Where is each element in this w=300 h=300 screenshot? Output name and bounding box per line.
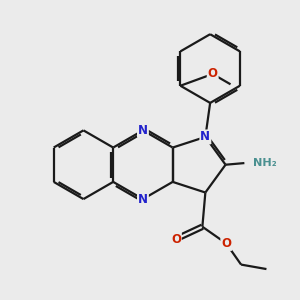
Text: NH₂: NH₂: [253, 158, 277, 168]
Text: O: O: [221, 237, 231, 250]
Text: O: O: [171, 232, 181, 246]
Text: N: N: [138, 193, 148, 206]
Text: N: N: [138, 124, 148, 137]
Text: O: O: [208, 68, 218, 80]
Text: N: N: [200, 130, 210, 143]
